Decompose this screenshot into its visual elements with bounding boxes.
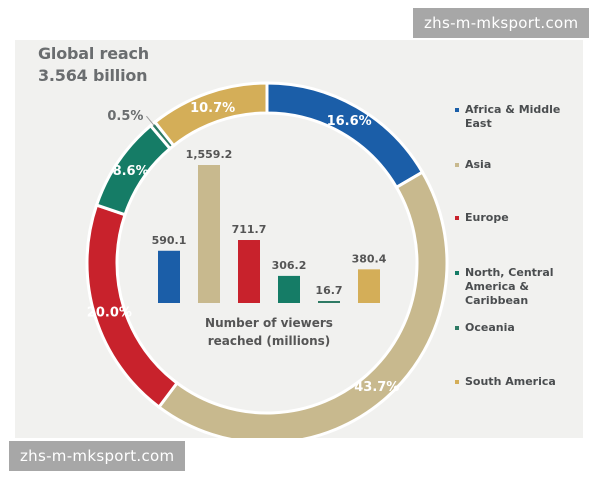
donut-slice-africa-middle-east bbox=[265, 81, 425, 190]
legend-label: Europe bbox=[465, 211, 509, 224]
legend-label: North, Central America & Caribbean bbox=[465, 266, 554, 307]
legend-swatch bbox=[455, 108, 459, 112]
bar-value-label-asia: 1,559.2 bbox=[186, 148, 233, 161]
donut-label-oceania: 0.5% bbox=[107, 109, 143, 124]
bar-value-label-south-america: 380.4 bbox=[352, 252, 387, 265]
bar-oceania bbox=[318, 301, 340, 303]
legend-label: Oceania bbox=[465, 321, 515, 334]
bar-chart-title-line2: reached (millions) bbox=[208, 334, 331, 348]
watermark-bottom: zhs-m-mksport.com bbox=[9, 441, 186, 471]
legend-label: Africa & Middle East bbox=[465, 103, 561, 130]
bar-chart-title-line1: Number of viewers bbox=[205, 316, 333, 330]
bar-south-america bbox=[358, 269, 380, 303]
global-reach-total: 3.564 billion bbox=[38, 66, 148, 85]
legend-swatch bbox=[455, 163, 459, 167]
donut-label-asia: 43.7% bbox=[354, 380, 399, 395]
chart-panel: 16.6% 43.7% 20.0% 8.6% 0.5% 10.7% 590.1 1,559.2… bbox=[15, 40, 583, 438]
donut-label-africa-middle-east: 16.6% bbox=[327, 114, 372, 129]
bar-africa-middle-east bbox=[158, 250, 180, 303]
bar-value-label-europe: 711.7 bbox=[232, 223, 267, 236]
legend-item-africa-middle-east: Africa & Middle East bbox=[455, 103, 585, 131]
global-reach-title: Global reach bbox=[38, 44, 149, 63]
donut-label-north-central-america-caribbean: 8.6% bbox=[113, 164, 149, 179]
bar-europe bbox=[238, 240, 260, 303]
legend-label: Asia bbox=[465, 158, 492, 171]
legend-label: South America bbox=[465, 375, 556, 388]
watermark-top: zhs-m-mksport.com bbox=[413, 8, 590, 38]
bar-asia bbox=[198, 165, 220, 303]
legend-item-south-america: South America bbox=[455, 375, 585, 389]
bar-north-central-america-caribbean bbox=[278, 275, 300, 303]
bar-value-label-oceania: 16.7 bbox=[315, 284, 342, 297]
legend-item-europe: Europe bbox=[455, 211, 585, 225]
legend-item-north-central-america-caribbean: North, Central America & Caribbean bbox=[455, 266, 585, 308]
legend-swatch bbox=[455, 380, 459, 384]
legend-swatch bbox=[455, 271, 459, 275]
donut-label-leader bbox=[146, 115, 155, 126]
donut-slice-south-america bbox=[152, 81, 269, 148]
legend-swatch bbox=[455, 326, 459, 330]
donut-label-south-america: 10.7% bbox=[190, 101, 235, 116]
bar-value-label-africa-middle-east: 590.1 bbox=[152, 234, 187, 247]
legend-item-asia: Asia bbox=[455, 158, 585, 172]
legend-item-oceania: Oceania bbox=[455, 321, 585, 335]
chart-canvas: 16.6% 43.7% 20.0% 8.6% 0.5% 10.7% 590.1 1,559.2… bbox=[85, 81, 449, 438]
donut-label-europe: 20.0% bbox=[87, 306, 132, 321]
bar-value-label-north-central-america-caribbean: 306.2 bbox=[272, 259, 307, 272]
legend-swatch bbox=[455, 216, 459, 220]
